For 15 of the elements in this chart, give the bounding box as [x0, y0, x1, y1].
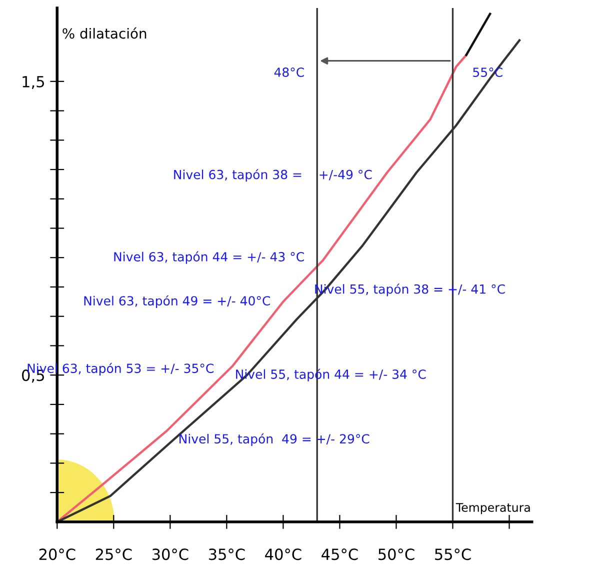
y-tick-label: 1,5: [22, 76, 44, 89]
annotation: Nivel 63, tapón 38 = +/-49 °C: [174, 169, 372, 182]
x-tick-label: 50°C: [378, 548, 414, 560]
x-axis-title: Temperatura: [456, 503, 530, 514]
y-axis-title: % dilatación: [62, 27, 146, 39]
x-tick-label: 55°C: [435, 548, 471, 560]
x-tick-label: 30°C: [152, 548, 188, 560]
x-tick-label: 25°C: [96, 548, 132, 560]
x-tick-label: 40°C: [265, 548, 302, 560]
x-tick-label: 35°C: [208, 548, 245, 560]
annotation: Nivel 63, tapón 44 = +/- 43 °C: [114, 251, 304, 264]
annotation: 48°C: [274, 68, 304, 77]
annotation: Nivel 63, tapón 49 = +/- 40°C: [84, 295, 270, 308]
x-tick-label: 45°C: [322, 548, 358, 560]
x-tick-label: 20°C: [39, 548, 76, 560]
